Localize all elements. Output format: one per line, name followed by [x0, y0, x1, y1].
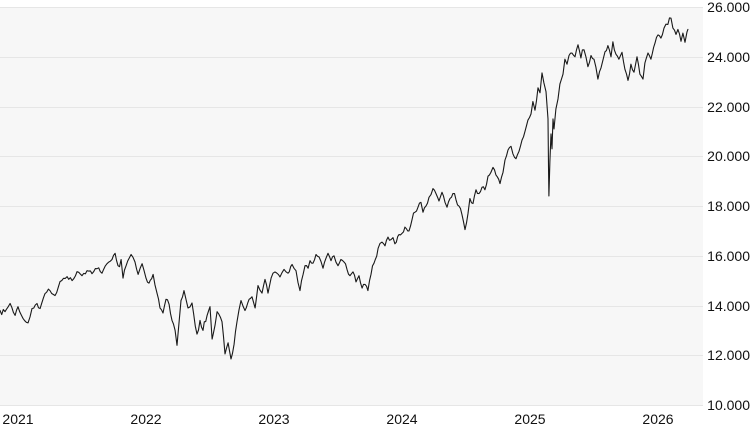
y-tick-label: 24.000	[707, 49, 750, 65]
x-tick-label: 2026	[642, 411, 674, 427]
y-tick-label: 10.000	[707, 397, 750, 413]
y-tick-label: 22.000	[707, 99, 750, 115]
x-tick-label: 2024	[386, 411, 418, 427]
price-line-series	[0, 17, 689, 360]
x-tick-label: 2022	[130, 411, 162, 427]
y-tick-label: 18.000	[707, 198, 750, 214]
y-tick-label: 12.000	[707, 347, 750, 363]
y-tick-label: 20.000	[707, 148, 750, 164]
x-tick-label: 2021	[2, 411, 34, 427]
y-tick-label: 16.000	[707, 248, 750, 264]
y-tick-label: 26.000	[707, 0, 750, 15]
x-tick-label: 2023	[258, 411, 290, 427]
x-tick-label: 2025	[514, 411, 546, 427]
y-tick-label: 14.000	[707, 298, 750, 314]
